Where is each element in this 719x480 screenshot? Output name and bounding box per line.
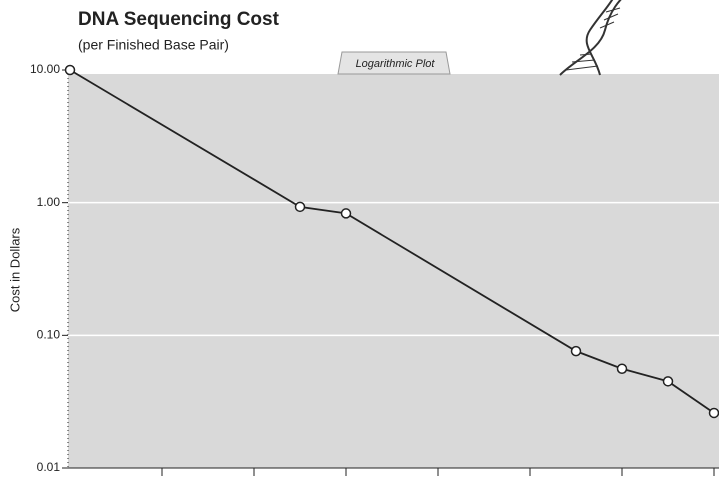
data-point xyxy=(296,202,305,211)
y-tick-label: 0.10 xyxy=(37,328,61,342)
annotation: Logarithmic Plot xyxy=(356,58,436,70)
dna-helix xyxy=(560,0,625,75)
y-tick-label: 0.01 xyxy=(37,460,61,474)
plot-area xyxy=(68,74,719,468)
chart: Logarithmic Plot DNA Sequencing Cost (pe… xyxy=(0,0,719,480)
chart-subtitle: (per Finished Base Pair) xyxy=(78,37,229,53)
y-tick-label: 1.00 xyxy=(37,195,61,209)
data-point xyxy=(664,377,673,386)
data-point xyxy=(342,209,351,218)
y-axis-label: Cost in Dollars xyxy=(7,227,22,312)
data-point xyxy=(710,408,719,417)
data-point xyxy=(572,347,581,356)
data-point xyxy=(66,66,75,75)
chart-title: DNA Sequencing Cost xyxy=(78,9,280,30)
y-tick-label: 10.00 xyxy=(30,62,60,76)
data-point xyxy=(618,364,627,373)
